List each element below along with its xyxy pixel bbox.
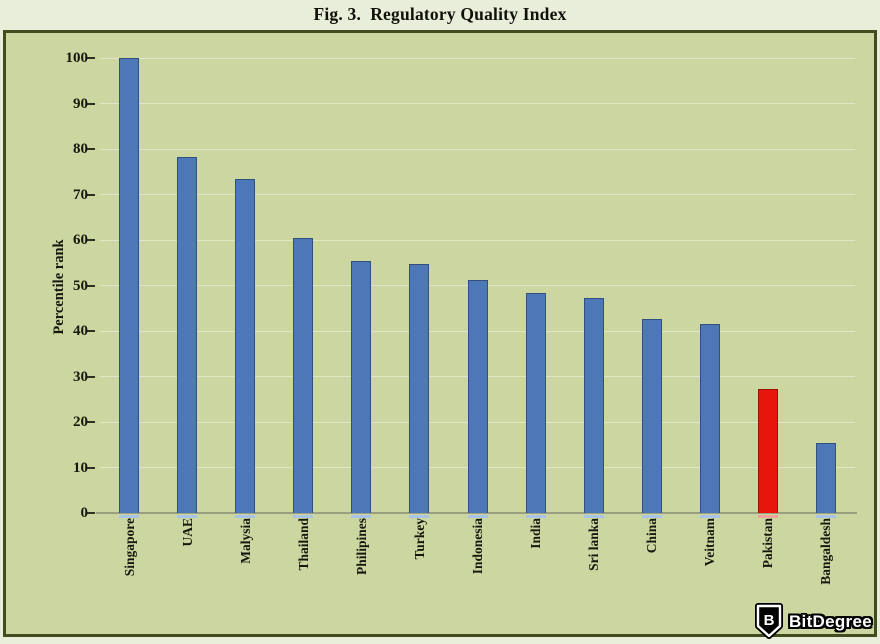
y-tick-mark-100 — [87, 57, 95, 59]
y-tick-mark-50 — [87, 284, 95, 287]
y-tick-label-40: 40 — [73, 323, 88, 339]
y-tick-mark-20 — [87, 421, 95, 423]
bar-philipines — [351, 261, 372, 513]
bar-malysia — [235, 179, 256, 513]
bar-china — [641, 318, 662, 513]
x-tick-label-india: India — [528, 517, 544, 549]
x-tick-label-veitnam: Veitnam — [702, 517, 718, 566]
gridline-100 — [100, 57, 855, 59]
chart-frame: Percentile rank 0 10 20 30 40 50 60 70 80 90 100 Si… — [3, 30, 877, 637]
axis-stub-veitnam — [699, 515, 720, 518]
y-tick-mark-30 — [87, 375, 95, 378]
x-tick-label-malysia: Malysia — [237, 517, 253, 564]
x-tick-label-pakistan: Pakistan — [760, 517, 776, 568]
y-tick-mark-40 — [87, 330, 95, 332]
shield-letter: B — [764, 612, 775, 629]
x-tick-label-thailand: Thailand — [295, 517, 311, 571]
x-tick-label-uae: UAE — [179, 517, 195, 547]
x-tick-label-turkey: Turkey — [411, 517, 427, 560]
y-tick-label-90: 90 — [73, 95, 88, 112]
gridline-80 — [100, 148, 855, 150]
bar-singapore — [119, 58, 140, 513]
x-tick-label-sri-lanka: Sri lanka — [586, 517, 602, 571]
x-tick-label-philipines: Philipines — [353, 517, 369, 575]
axis-stub-turkey — [409, 515, 430, 518]
y-tick-label-60: 60 — [73, 232, 88, 248]
watermark: B BitDegree — [754, 603, 872, 640]
axis-stub-china — [641, 515, 662, 518]
axis-stub-thailand — [293, 515, 314, 518]
x-tick-label-indonesia: Indonesia — [470, 517, 485, 574]
axis-stub-uae — [177, 515, 198, 518]
x-tick-label-bangaldesh: Bangaldesh — [818, 517, 834, 585]
bar-bangaldesh — [815, 443, 836, 513]
y-tick-mark-10 — [87, 466, 95, 469]
y-tick-mark-70 — [87, 193, 95, 196]
y-tick-mark-0 — [87, 512, 95, 514]
y-tick-label-20: 20 — [73, 414, 88, 430]
x-axis-baseline — [96, 512, 857, 514]
gridline-60 — [100, 239, 855, 241]
axis-stub-sri-lanka — [583, 515, 604, 518]
bitdegree-brand-text: BitDegree — [788, 611, 872, 631]
gridline-70 — [100, 194, 855, 195]
y-tick-label-10: 10 — [73, 459, 88, 476]
axis-stub-pakistan — [757, 515, 778, 518]
figure-title: Fig. 3. Regulatory Quality Index — [313, 4, 567, 24]
plot-area: 0 10 20 30 40 50 60 70 80 90 100 Singapore UAE Malysi… — [66, 50, 857, 584]
y-tick-label-100: 100 — [65, 50, 89, 66]
bar-thailand — [293, 237, 314, 513]
y-tick-label-0: 0 — [80, 505, 89, 521]
x-tick-label-singapore: Singapore — [121, 517, 137, 576]
y-tick-mark-80 — [87, 148, 95, 150]
bitdegree-shield-icon: B — [754, 603, 783, 639]
y-tick-label-70: 70 — [73, 186, 88, 203]
gridline-90 — [100, 103, 855, 104]
bar-indonesia — [467, 280, 488, 513]
axis-stub-philipines — [351, 515, 372, 518]
axis-stub-indonesia — [467, 515, 488, 518]
bar-india — [525, 293, 546, 513]
y-tick-label-30: 30 — [73, 368, 88, 385]
bar-uae — [177, 156, 198, 513]
axis-stub-india — [525, 515, 546, 518]
y-tick-label-80: 80 — [73, 141, 88, 157]
bar-veitnam — [699, 323, 720, 513]
x-tick-label-china: China — [644, 517, 660, 553]
y-tick-mark-90 — [87, 102, 95, 105]
y-tick-mark-60 — [87, 239, 95, 241]
bar-turkey — [409, 264, 430, 513]
axis-stub-singapore — [119, 515, 140, 518]
axis-stub-bangaldesh — [815, 515, 836, 518]
axis-stub-malysia — [235, 515, 256, 518]
y-tick-label-50: 50 — [73, 277, 88, 294]
bar-sri-lanka — [583, 297, 604, 513]
bar-pakistan — [757, 388, 778, 513]
